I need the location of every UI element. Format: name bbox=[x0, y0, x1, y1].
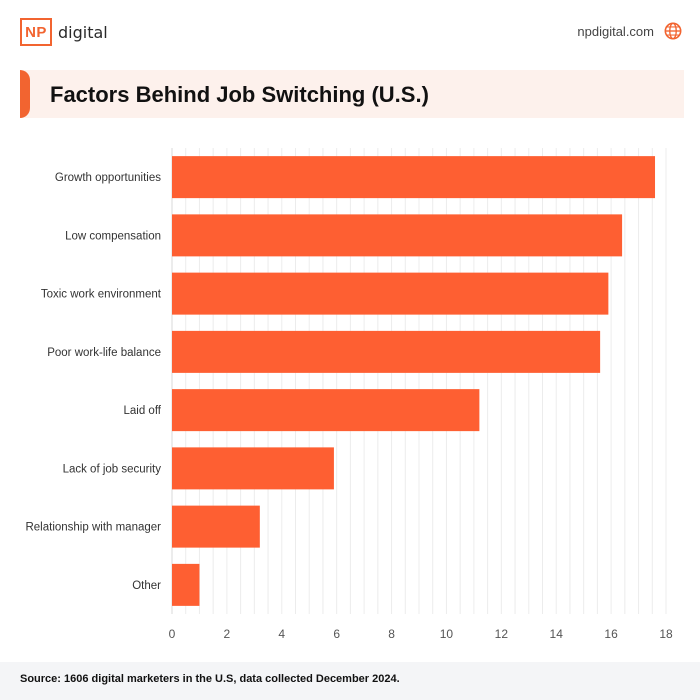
bar bbox=[172, 214, 623, 257]
x-tick-label: 14 bbox=[550, 627, 564, 641]
category-label: Lack of job security bbox=[63, 463, 162, 475]
x-tick-label: 12 bbox=[495, 627, 509, 641]
category-label: Poor work-life balance bbox=[47, 347, 161, 359]
footer: Source: 1606 digital marketers in the U.… bbox=[0, 662, 700, 700]
x-tick-label: 2 bbox=[224, 627, 231, 641]
category-label: Laid off bbox=[123, 405, 161, 417]
np-digital-logo: NP digital bbox=[20, 18, 108, 46]
x-tick-label: 4 bbox=[278, 627, 285, 641]
bar bbox=[172, 447, 334, 490]
bar bbox=[172, 563, 200, 606]
x-tick-label: 18 bbox=[659, 627, 673, 641]
source-note: Source: 1606 digital marketers in the U.… bbox=[20, 673, 400, 685]
category-label: Toxic work environment bbox=[41, 289, 162, 301]
logo-mark: NP bbox=[20, 18, 52, 46]
category-label: Other bbox=[132, 580, 161, 592]
title-band: Factors Behind Job Switching (U.S.) bbox=[20, 70, 684, 118]
bar bbox=[172, 389, 480, 432]
x-tick-label: 10 bbox=[440, 627, 454, 641]
bar-chart: Growth opportunities Low compensation Toxi… bbox=[25, 148, 673, 641]
globe-icon bbox=[664, 22, 682, 40]
bar bbox=[172, 272, 609, 315]
chart-title: Factors Behind Job Switching (U.S.) bbox=[50, 82, 429, 107]
bar bbox=[172, 505, 260, 548]
x-tick-label: 16 bbox=[604, 627, 618, 641]
category-label: Relationship with manager bbox=[25, 522, 161, 534]
x-tick-label: 8 bbox=[388, 627, 395, 641]
category-label: Growth opportunities bbox=[55, 172, 161, 184]
x-tick-label: 0 bbox=[169, 627, 176, 641]
site-link[interactable]: npdigital.com bbox=[577, 22, 682, 40]
bar bbox=[172, 156, 656, 199]
site-url[interactable]: npdigital.com bbox=[577, 23, 654, 39]
title-accent-bar bbox=[20, 70, 30, 118]
x-tick-label: 6 bbox=[333, 627, 340, 641]
logo-text: digital bbox=[58, 22, 108, 42]
category-label: Low compensation bbox=[65, 230, 161, 242]
bar bbox=[172, 330, 601, 373]
